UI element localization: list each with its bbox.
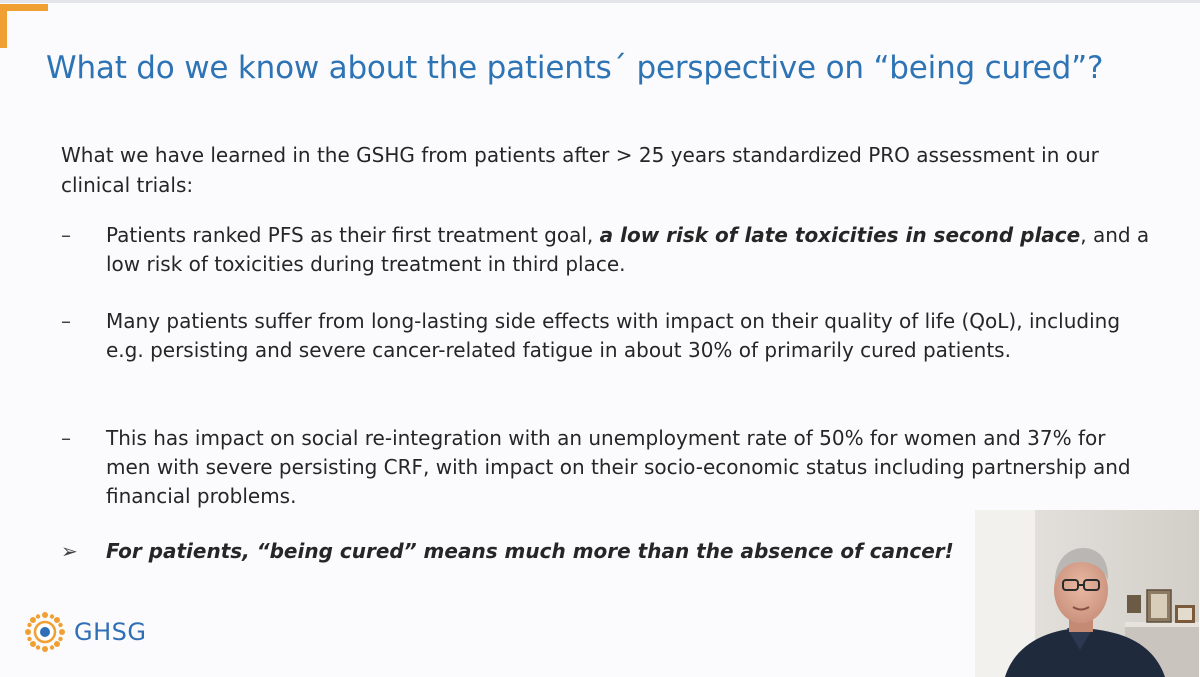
arrow-bullet-icon: ➢: [61, 539, 78, 563]
intro-text: What we have learned in the GSHG from pa…: [61, 143, 1099, 197]
slide-title: What do we know about the patients´ pers…: [46, 50, 1104, 86]
dash-bullet-icon: –: [61, 223, 71, 247]
ghsg-logo: GHSG: [24, 611, 184, 652]
bullet-text: This has impact on social re-integration…: [106, 426, 1131, 508]
webcam-image: [975, 510, 1199, 677]
dash-bullet-icon: –: [61, 309, 71, 333]
conclusion-text: For patients, “being cured” means much m…: [106, 539, 954, 563]
dash-bullet-icon: –: [61, 426, 71, 450]
top-strip: [0, 0, 1200, 3]
corner-accent-icon: [0, 4, 48, 48]
bullet-text: Patients ranked PFS as their first treat…: [106, 221, 1151, 279]
bullet-text-part: Patients ranked PFS as their first treat…: [106, 223, 600, 247]
ghsg-sun-logo-icon: [25, 612, 65, 652]
bullet-text: Many patients suffer from long-lasting s…: [106, 309, 1121, 362]
bullet-emphasis: a low risk of late toxicities in second …: [599, 223, 1081, 247]
bullet-text-part: , and a low risk of toxicities during tr…: [106, 223, 1150, 276]
presenter-webcam-feed: [975, 510, 1199, 677]
logo-text: GHSG: [74, 618, 147, 646]
